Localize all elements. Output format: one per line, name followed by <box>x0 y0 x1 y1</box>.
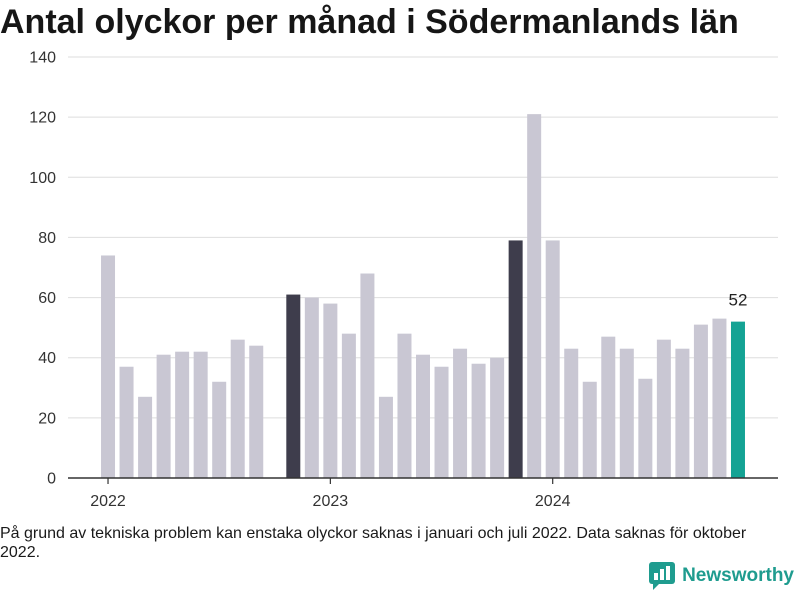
bar <box>434 366 449 478</box>
bar <box>601 336 616 478</box>
value-label: 52 <box>729 291 748 310</box>
newsworthy-logo-icon <box>649 562 676 590</box>
bar <box>360 273 375 478</box>
y-tick-label: 20 <box>38 410 56 427</box>
y-tick-label: 0 <box>47 471 56 488</box>
logo-text: Newsworthy <box>682 565 794 586</box>
bar <box>675 348 690 478</box>
bar <box>323 303 338 478</box>
bar <box>304 297 319 478</box>
bar <box>249 345 264 478</box>
x-tick-label: 2023 <box>313 493 349 510</box>
bar <box>582 381 597 478</box>
x-tick-label: 2022 <box>90 493 126 510</box>
y-tick-label: 40 <box>38 350 56 367</box>
bar <box>453 348 468 478</box>
bar <box>712 318 727 478</box>
bar <box>156 354 171 478</box>
bar <box>230 339 245 478</box>
bar <box>397 333 412 478</box>
bar <box>212 381 227 478</box>
y-tick-label: 120 <box>29 110 56 127</box>
footnote: På grund av tekniska problem kan enstaka… <box>0 525 747 561</box>
bar <box>527 114 542 478</box>
bar <box>619 348 634 478</box>
y-axis: 0 20 40 60 80 100 120 140 <box>29 50 56 488</box>
bar-latest <box>730 321 745 478</box>
y-tick-label: 140 <box>29 50 56 67</box>
y-tick-label: 60 <box>38 290 56 307</box>
bar <box>138 396 153 478</box>
x-tick-label: 2024 <box>535 493 571 510</box>
logo: Newsworthy <box>649 562 794 590</box>
y-tick-label: 80 <box>38 230 56 247</box>
bar <box>101 255 116 478</box>
chart-title: Antal olyckor per månad i Södermanlands … <box>0 3 739 41</box>
bar <box>545 240 560 478</box>
bar <box>564 348 579 478</box>
x-axis: 2022 2023 2024 <box>68 477 778 510</box>
y-tick-label: 100 <box>29 170 56 187</box>
bar <box>693 324 708 478</box>
bar <box>119 366 134 478</box>
bar <box>378 396 393 478</box>
bar-highlight <box>508 240 523 478</box>
bars <box>101 114 745 478</box>
bar <box>638 378 653 478</box>
bar <box>471 363 486 478</box>
bar-highlight <box>286 294 301 478</box>
bar <box>656 339 671 478</box>
bar-chart: 0 20 40 60 80 100 120 140 2022 2023 2024 52 <box>29 50 778 510</box>
bar <box>175 351 190 478</box>
bar <box>193 351 208 478</box>
bar <box>341 333 356 478</box>
bar <box>416 354 430 478</box>
bar <box>490 357 505 478</box>
